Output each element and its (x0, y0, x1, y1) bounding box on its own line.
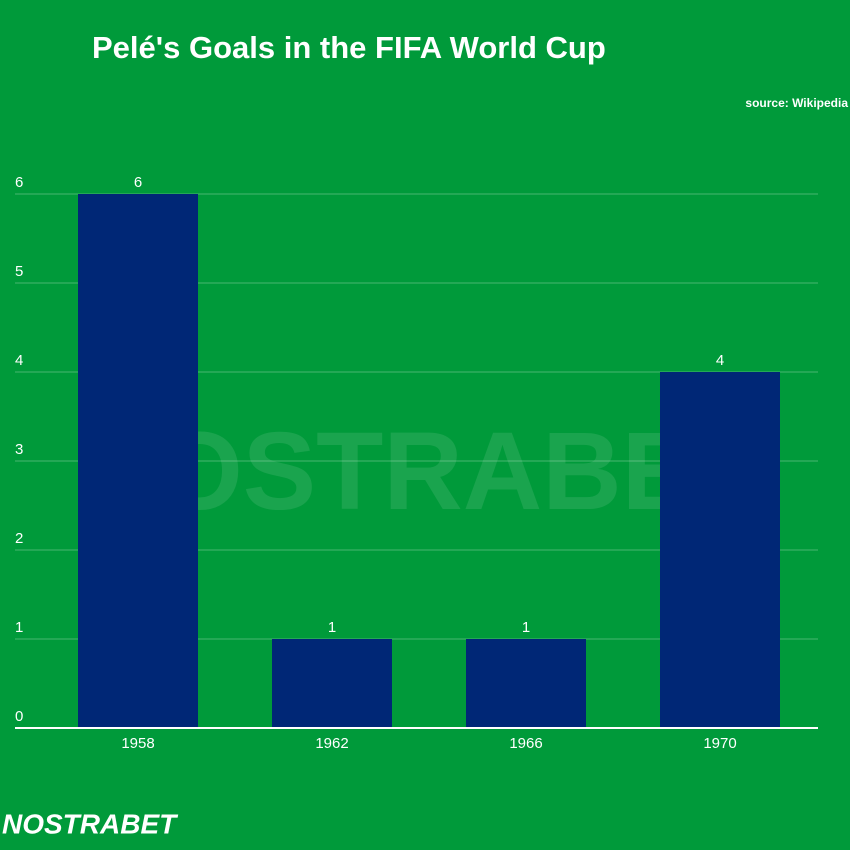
data-label: 1 (328, 619, 336, 636)
x-tick-label: 1966 (509, 735, 542, 752)
x-tick-label: 1958 (121, 735, 154, 752)
logo: NOSTRABET (2, 808, 179, 839)
x-tick-label: 1962 (315, 735, 348, 752)
bar (272, 639, 392, 728)
bar (78, 194, 198, 728)
y-tick-label: 6 (15, 174, 23, 191)
bar (660, 372, 780, 728)
data-label: 6 (134, 174, 142, 191)
data-label: 1 (522, 619, 530, 636)
y-tick-label: 3 (15, 441, 23, 458)
data-label: 4 (716, 352, 724, 369)
y-tick-label: 0 (15, 708, 23, 725)
source: source: Wikipedia (745, 96, 848, 110)
y-tick-label: 5 (15, 263, 23, 280)
bar (466, 639, 586, 728)
y-tick-label: 2 (15, 530, 23, 547)
chart-title: Pelé's Goals in the FIFA World Cup (92, 30, 606, 65)
x-tick-label: 1970 (703, 735, 736, 752)
y-tick-label: 1 (15, 619, 23, 636)
y-tick-label: 4 (15, 352, 23, 369)
